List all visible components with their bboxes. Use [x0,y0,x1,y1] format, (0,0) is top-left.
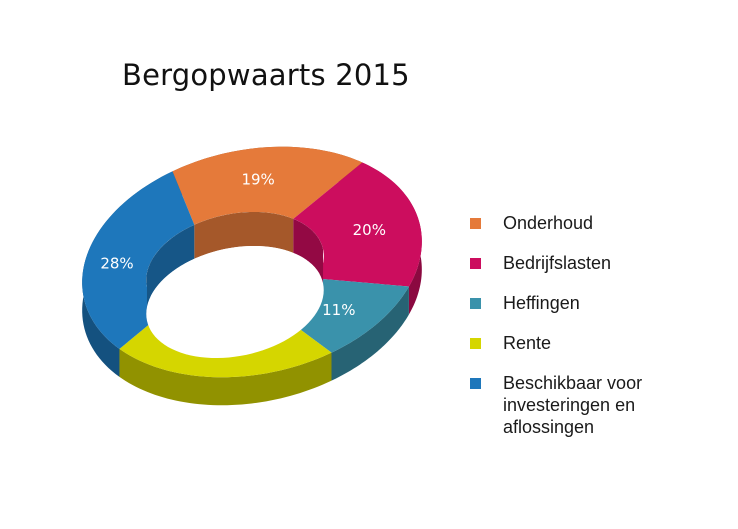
slice-top-1 [293,162,422,287]
legend-label: Onderhoud [503,213,594,233]
legend: Onderhoud Bedrijfslasten Heffingen Rente… [470,212,733,438]
legend-item-beschikbaar: Beschikbaar voor investeringen en afloss… [470,372,673,438]
legend-item-bedrijfslasten: Bedrijfslasten [470,252,733,274]
data-label-3: 22% [200,342,233,360]
legend-swatch [470,298,481,309]
legend-swatch [470,218,481,229]
legend-label: Rente [503,333,552,353]
slice-side-2 [331,286,409,381]
slice-inner-wall-4-0 [146,224,195,321]
legend-item-rente: Rente [470,332,733,354]
data-label-4: 28% [100,255,133,273]
slice-inner-wall-0-0 [194,211,294,259]
slice-top-4 [82,171,195,349]
legend-label: Bedrijfslasten [503,253,612,273]
chart-title: Bergopwaarts 2015 [122,58,410,92]
slice-inner-wall-1-0 [293,218,324,284]
slice-side-3 [119,348,332,406]
legend-swatch [470,338,481,349]
legend-item-onderhoud: Onderhoud [470,212,733,234]
legend-label: Beschikbaar voor investeringen en afloss… [503,373,643,437]
slice-top-0 [172,146,363,225]
data-label-1: 20% [353,221,386,239]
data-label-2: 11% [322,301,355,319]
donut-hole-floor [146,245,324,359]
legend-swatch [470,378,481,389]
legend-item-heffingen: Heffingen [470,292,733,314]
legend-swatch [470,258,481,269]
data-label-0: 19% [241,171,274,189]
legend-label: Heffingen [503,293,580,313]
